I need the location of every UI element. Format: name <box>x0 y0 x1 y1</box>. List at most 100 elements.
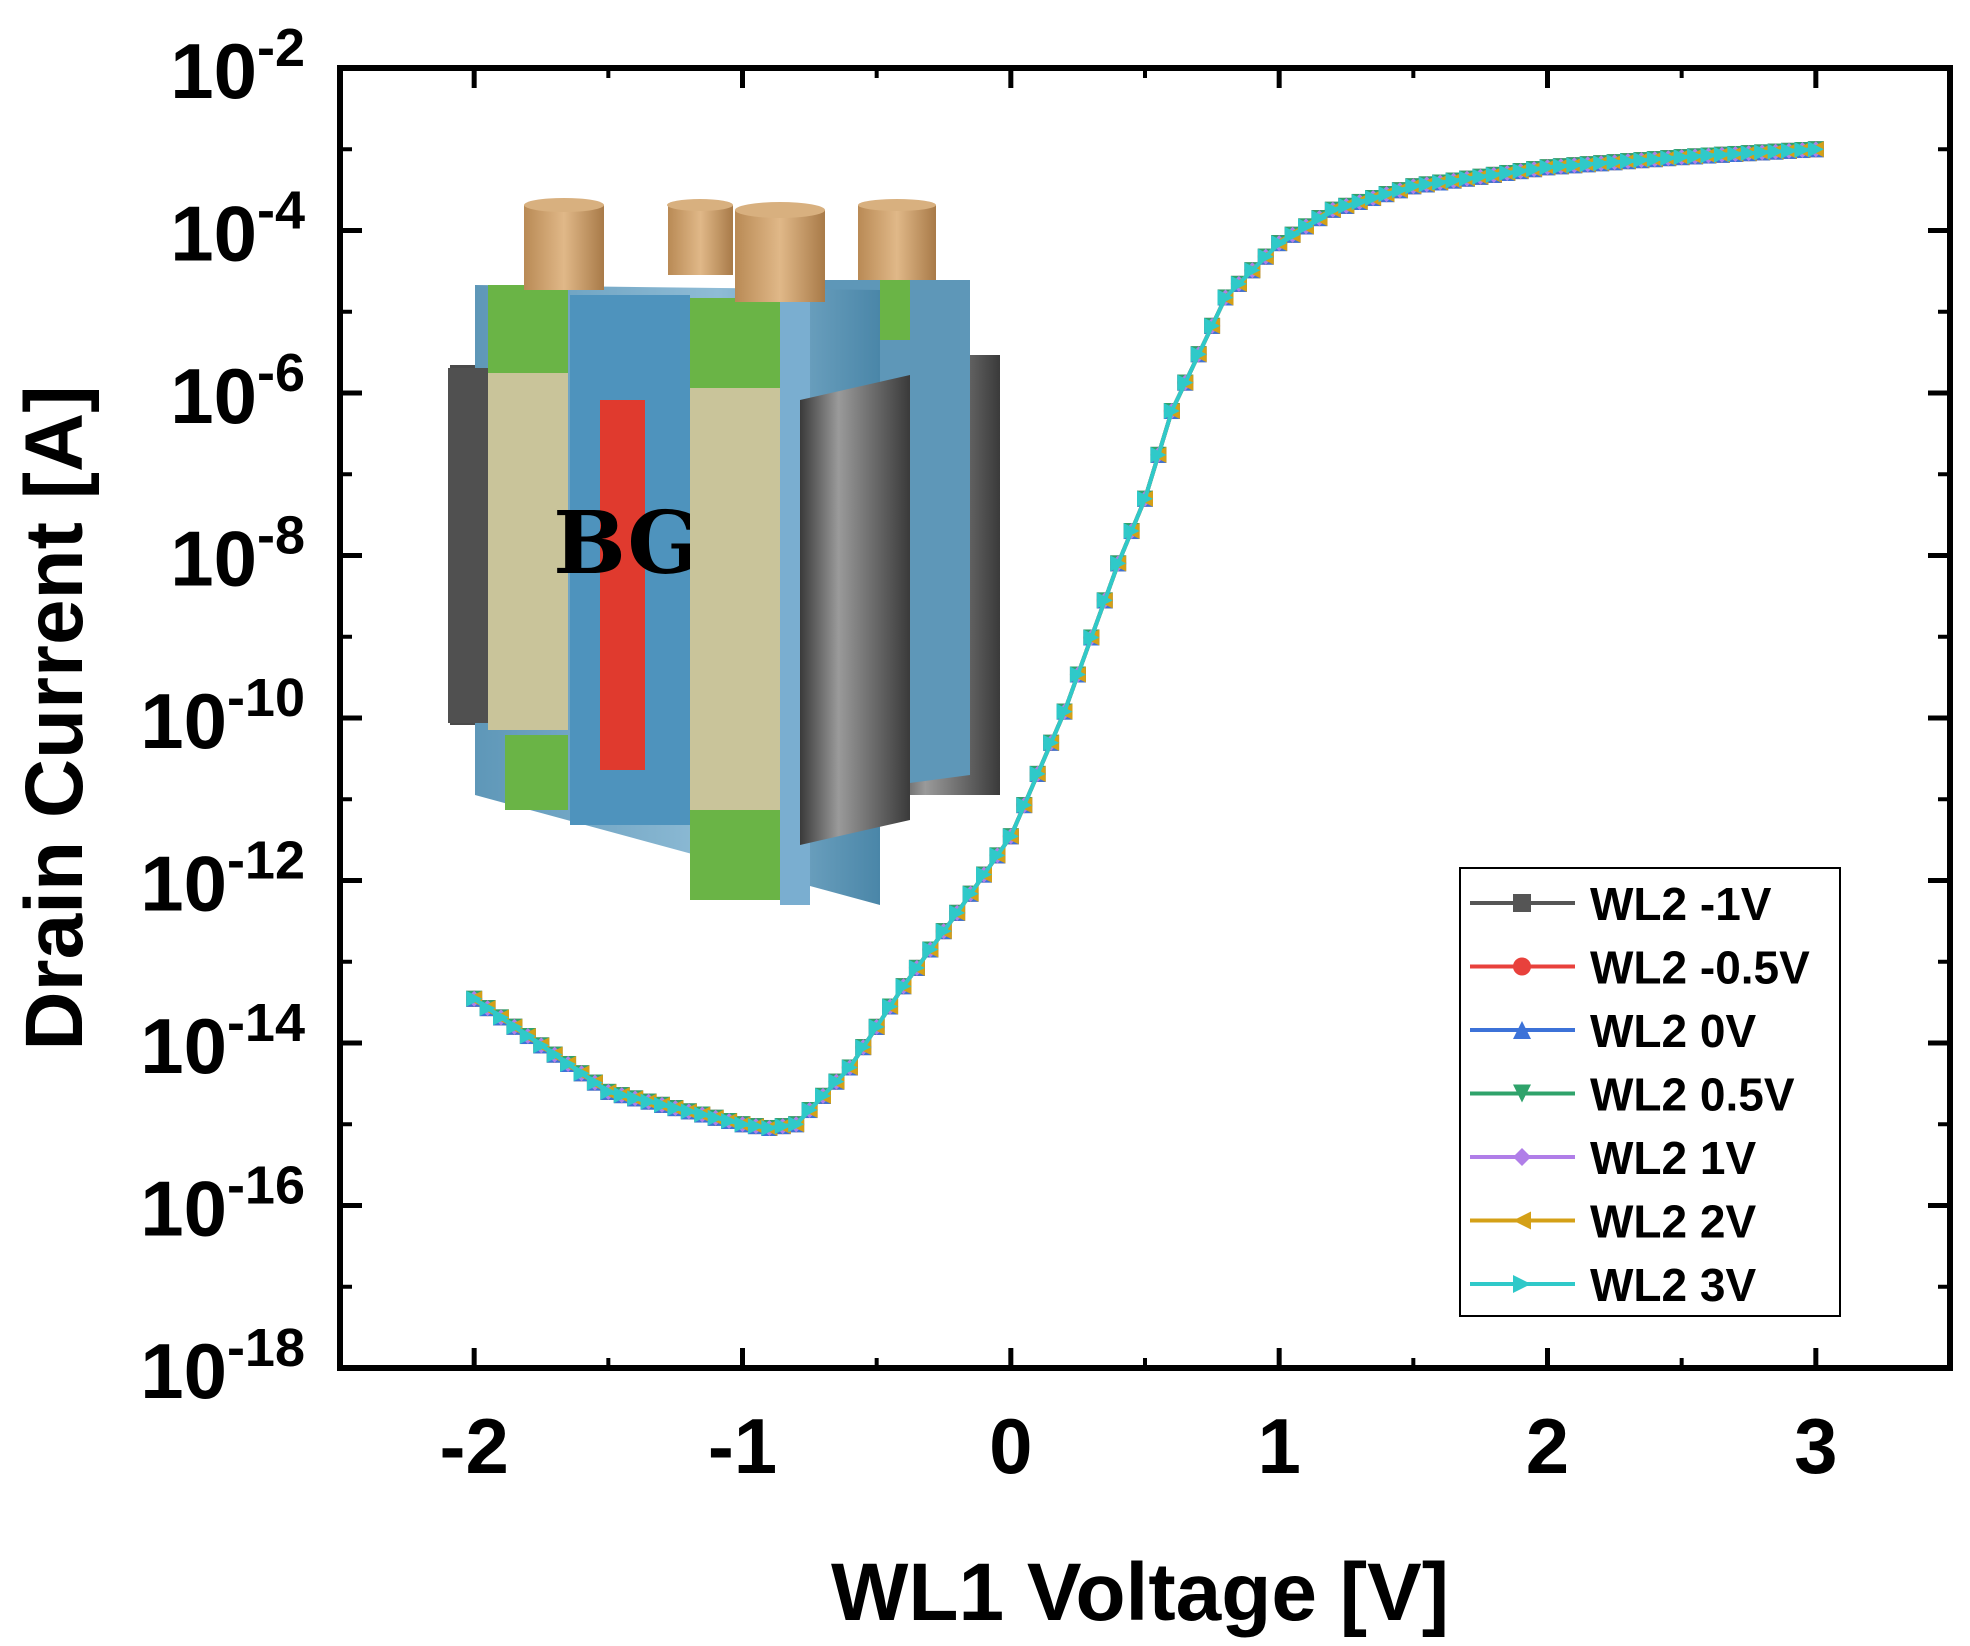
y-tick-exponent: -8 <box>257 506 305 566</box>
marker-triangle-right <box>1391 182 1408 199</box>
marker-triangle-right <box>1432 174 1449 191</box>
marker-triangle-right <box>1727 145 1744 162</box>
marker-triangle-right <box>1781 142 1797 159</box>
marker-triangle-right <box>1163 403 1180 420</box>
marker-triangle-right <box>1606 154 1623 171</box>
marker-triangle-right <box>1472 168 1489 185</box>
marker-triangle-right <box>586 1074 603 1091</box>
left-gate-slab <box>448 368 488 723</box>
marker-triangle-right <box>1043 734 1060 751</box>
marker-triangle-right <box>1633 152 1650 169</box>
marker-triangle-right <box>989 847 1006 864</box>
marker-triangle-right <box>680 1103 697 1120</box>
marker-triangle-right <box>895 978 912 995</box>
marker-triangle-right <box>640 1093 657 1110</box>
marker-triangle-right <box>1459 170 1475 187</box>
marker-triangle-right <box>1365 190 1382 207</box>
marker-triangle-right <box>774 1118 791 1135</box>
legend-label: WL2 2V <box>1590 1196 1756 1248</box>
right-green-bottom <box>690 810 780 900</box>
marker-triangle-right <box>1740 145 1757 162</box>
marker-triangle-right <box>1150 446 1167 463</box>
marker-triangle-right <box>1016 797 1033 814</box>
marker-triangle-right <box>667 1100 684 1117</box>
marker-triangle-right <box>1002 828 1019 845</box>
marker-triangle-right <box>1660 150 1677 167</box>
marker-triangle-right <box>908 959 925 976</box>
marker-triangle-right <box>882 998 899 1015</box>
marker-triangle-right <box>949 904 966 921</box>
marker-triangle-right <box>841 1059 858 1076</box>
marker-triangle-right <box>466 990 483 1007</box>
marker-triangle-right <box>519 1028 536 1045</box>
marker-triangle-right <box>868 1018 885 1035</box>
marker-triangle-right <box>560 1055 577 1072</box>
series-wl2-3v <box>466 141 1824 1136</box>
left-oxide-beige <box>488 370 568 730</box>
y-tick-base: 10 <box>140 1165 227 1253</box>
marker-triangle-right <box>600 1083 617 1100</box>
marker-triangle-right <box>855 1039 872 1056</box>
marker-triangle-right <box>747 1118 764 1135</box>
marker-triangle-right <box>654 1096 670 1113</box>
y-tick-base: 10 <box>170 27 257 115</box>
marker-triangle-right <box>1566 157 1583 174</box>
marker-triangle-right <box>1096 592 1113 609</box>
back-gate-red <box>600 400 645 770</box>
marker-triangle-right <box>493 1009 509 1026</box>
y-axis-ticks: 10-210-410-610-810-1010-1210-1410-1610-1… <box>140 18 1950 1415</box>
marker-triangle-right <box>1271 235 1288 252</box>
y-tick-label: 10-8 <box>170 506 305 603</box>
marker-triangle-right <box>828 1073 845 1090</box>
marker-square <box>1513 894 1531 912</box>
marker-triangle-right <box>1244 262 1261 279</box>
marker-triangle-right <box>1579 156 1596 173</box>
marker-triangle-right <box>1177 374 1194 391</box>
y-tick-exponent: -6 <box>257 343 305 403</box>
y-tick-exponent: -4 <box>257 181 305 241</box>
front-gate-slab <box>800 375 910 845</box>
marker-triangle-right <box>1418 176 1435 193</box>
y-tick-label: 10-14 <box>140 993 305 1090</box>
marker-triangle-right <box>1351 193 1368 210</box>
y-tick-exponent: -12 <box>227 831 305 891</box>
marker-triangle-right <box>613 1087 630 1104</box>
data-curves <box>466 141 1824 1136</box>
marker-triangle-right <box>1029 765 1046 782</box>
right-oxide-beige <box>690 385 780 825</box>
marker-triangle-right <box>1513 1275 1531 1293</box>
marker-triangle-right <box>1083 629 1100 646</box>
marker-triangle-up <box>1513 1021 1531 1039</box>
back-green-top <box>880 280 910 340</box>
post-back-left-top <box>667 199 733 211</box>
marker-triangle-right <box>1499 164 1516 181</box>
y-axis-title: Drain Current [A] <box>9 385 100 1050</box>
marker-triangle-right <box>1110 555 1127 572</box>
marker-triangle-right <box>1217 289 1234 306</box>
marker-triangle-right <box>1137 490 1153 507</box>
marker-triangle-right <box>1445 172 1462 189</box>
right-green-top <box>690 298 780 388</box>
marker-triangle-right <box>1257 248 1274 265</box>
y-tick-label: 10-4 <box>170 181 305 278</box>
marker-triangle-right <box>1552 158 1569 175</box>
y-tick-label: 10-10 <box>140 668 305 765</box>
marker-triangle-right <box>761 1119 778 1136</box>
y-tick-exponent: -16 <box>227 1156 305 1216</box>
device-structure-illustration: BG <box>448 198 1000 905</box>
bg-label: BG <box>553 493 701 594</box>
legend-label: WL2 0.5V <box>1590 1069 1795 1121</box>
marker-diamond <box>1513 1148 1531 1166</box>
marker-triangle-right <box>1767 143 1784 160</box>
left-green-bottom <box>505 735 568 810</box>
x-tick-label: -1 <box>708 1402 777 1490</box>
y-tick-exponent: -10 <box>227 668 305 728</box>
marker-triangle-right <box>533 1037 550 1054</box>
x-tick-label: 0 <box>989 1402 1032 1490</box>
marker-triangle-right <box>1204 317 1221 334</box>
x-tick-label: 2 <box>1526 1402 1569 1490</box>
y-tick-label: 10-16 <box>140 1156 305 1253</box>
marker-triangle-right <box>1056 703 1073 720</box>
marker-triangle-right <box>1311 210 1328 227</box>
marker-triangle-down <box>1513 1084 1531 1103</box>
